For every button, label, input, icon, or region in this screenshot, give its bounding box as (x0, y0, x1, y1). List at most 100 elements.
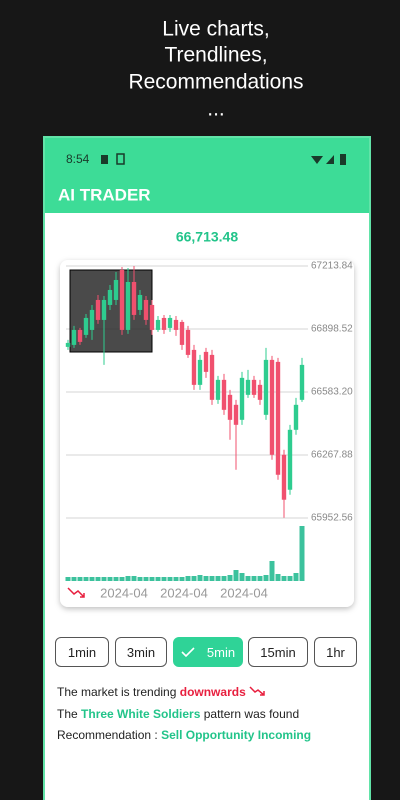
app-bar (45, 138, 369, 213)
volume-bar (71, 577, 77, 581)
candle-body (113, 279, 119, 300)
candle-body (275, 361, 281, 475)
candle-body (281, 454, 287, 500)
candle-body (233, 404, 239, 425)
y-tick-label: 67213.84 (311, 261, 353, 272)
candle-body (65, 342, 71, 347)
button-label: 15min (260, 644, 296, 660)
volume-bar (95, 577, 101, 581)
volume-bar (245, 576, 251, 581)
promo-header: Live charts, Trendlines, Recommendations… (128, 18, 303, 121)
volume-bar (179, 577, 185, 581)
candle-body (185, 329, 191, 355)
candle-body (101, 299, 107, 320)
volume-bar (161, 577, 167, 581)
candle-body (119, 269, 125, 330)
button-label: 1hr (326, 644, 345, 660)
candle-body (251, 379, 257, 395)
candle-body (227, 394, 233, 420)
interval-button[interactable]: 1min (55, 637, 109, 667)
header-line: Live charts, (162, 18, 269, 41)
volume-bar (257, 576, 263, 581)
signal-icon (326, 155, 334, 164)
candle-body (125, 281, 131, 330)
volume-bar (113, 577, 119, 581)
candle-body (221, 379, 227, 410)
candle-body (167, 317, 173, 328)
y-tick-label: 66583.20 (311, 387, 353, 398)
volume-bar (281, 576, 287, 581)
candle-body (161, 317, 167, 330)
y-tick-label: 65952.56 (311, 513, 353, 524)
volume-bar (197, 575, 203, 581)
volume-bar (89, 577, 95, 581)
candle-body (293, 404, 299, 430)
candle-body (263, 359, 269, 415)
volume-bar (173, 577, 179, 581)
volume-bar (155, 577, 161, 581)
candle-body (143, 299, 149, 320)
volume-bar (185, 576, 191, 581)
volume-bar (149, 577, 155, 581)
candle-body (95, 299, 101, 320)
message: The market is trending downwards (57, 685, 267, 699)
interval-button[interactable]: 5min (173, 637, 243, 667)
x-tick-label: 2024-04 (160, 585, 208, 600)
button-label: 1min (67, 644, 97, 660)
message-text: pattern was found (203, 707, 300, 721)
button-label: 3min (126, 644, 156, 660)
volume-bar (167, 577, 173, 581)
candle-body (173, 319, 179, 330)
trend-icon (67, 587, 85, 598)
volume-bar (227, 575, 233, 581)
check-icon (181, 645, 207, 660)
candle-body (203, 351, 209, 372)
candle-body (77, 329, 83, 342)
x-tick-label: 2024-04 (220, 585, 268, 600)
candle-body (89, 309, 95, 330)
y-tick-label: 66267.88 (311, 450, 353, 461)
volume-bar (299, 526, 305, 581)
volume-bar (101, 577, 107, 581)
volume-bar (137, 577, 143, 581)
volume-bar (125, 576, 131, 581)
message-text: Recommendation : (57, 728, 158, 742)
volume-bar (251, 576, 257, 581)
candle-body (83, 317, 89, 335)
button-label: 5min (206, 644, 236, 660)
candle-body (179, 321, 185, 345)
volume-bar (269, 561, 275, 581)
trend-icon (249, 686, 265, 696)
battery-icon (340, 154, 346, 165)
volume-bar (119, 577, 125, 581)
candle-body (287, 429, 293, 490)
interval-button[interactable]: 1hr (314, 637, 357, 667)
volume-bar (287, 576, 293, 581)
interval-button[interactable]: 15min (248, 637, 308, 667)
interval-button[interactable]: 3min (115, 637, 167, 667)
candle-body (71, 329, 77, 345)
candle-body (239, 377, 245, 420)
app-title: AI TRADER (58, 185, 151, 204)
message-text: The market is trending (57, 685, 177, 699)
candle-body (245, 379, 251, 395)
volume-bar (221, 576, 227, 581)
volume-bar (275, 574, 281, 581)
wifi-icon (311, 156, 323, 164)
header-line: Trendlines, (164, 44, 267, 67)
price: 66,713.48 (176, 229, 238, 245)
volume-bar (263, 575, 269, 581)
candle-body (257, 384, 263, 400)
volume-bar (83, 577, 89, 581)
candle-body (131, 281, 137, 315)
status-icon (101, 155, 108, 164)
candle-body (149, 304, 155, 330)
volume-bar (215, 576, 221, 581)
volume-bar (233, 570, 239, 581)
candle-body (155, 319, 161, 330)
status-time: 8:54 (66, 152, 90, 166)
volume-bar (191, 576, 197, 581)
volume-bar (143, 577, 149, 581)
